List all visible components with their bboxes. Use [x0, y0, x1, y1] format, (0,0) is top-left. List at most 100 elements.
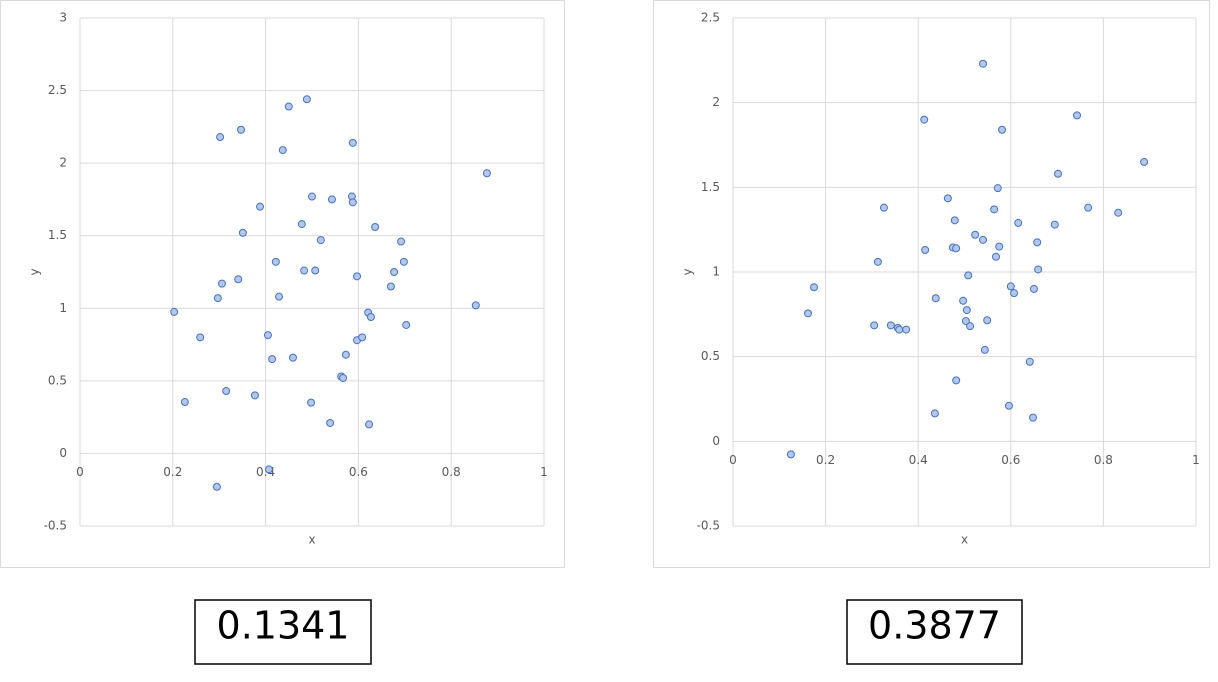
point — [991, 252, 1000, 261]
x-tick-label: 0.2 — [816, 453, 835, 467]
point — [1006, 282, 1015, 291]
y-tick-label: -0.5 — [44, 519, 67, 533]
chart-frame — [0, 0, 565, 568]
point — [263, 331, 272, 340]
x-tick-label: 0 — [76, 465, 84, 479]
point — [886, 321, 895, 330]
x-tick-label: 1 — [540, 465, 548, 479]
point — [1029, 284, 1038, 293]
point — [348, 138, 357, 147]
point — [943, 194, 952, 203]
point — [920, 115, 929, 124]
y-tick-label: 0.5 — [48, 373, 67, 387]
x-tick-label: 0.6 — [349, 465, 368, 479]
point — [959, 296, 968, 305]
point — [1084, 203, 1093, 212]
point — [311, 266, 320, 275]
point — [979, 235, 988, 244]
point — [316, 236, 325, 245]
x-tick-label: 0.8 — [1094, 453, 1113, 467]
point — [966, 322, 975, 331]
point — [952, 244, 961, 253]
point — [1034, 265, 1043, 274]
point — [339, 373, 348, 382]
point — [297, 220, 306, 229]
y-axis-title: y — [28, 268, 42, 275]
point — [1025, 357, 1034, 366]
point — [348, 198, 357, 207]
point — [326, 418, 335, 427]
point — [902, 325, 911, 334]
point — [879, 203, 888, 212]
point — [873, 257, 882, 266]
point — [238, 228, 247, 237]
x-tick-label: 0 — [729, 453, 737, 467]
y-tick-label: 2.5 — [701, 11, 720, 25]
x-tick-label: 0.8 — [442, 465, 461, 479]
point — [307, 398, 316, 407]
point — [371, 223, 380, 232]
point — [1004, 401, 1013, 410]
point — [980, 345, 989, 354]
point — [216, 133, 225, 142]
point — [990, 205, 999, 214]
point — [271, 257, 280, 266]
point — [964, 271, 973, 280]
point — [983, 316, 992, 325]
point — [399, 257, 408, 266]
y-tick-label: 0 — [712, 434, 720, 448]
point — [998, 125, 1007, 134]
point — [196, 333, 205, 342]
point — [212, 482, 221, 491]
point — [950, 216, 959, 225]
x-axis-title: x — [961, 533, 968, 547]
point — [180, 398, 189, 407]
point — [327, 195, 336, 204]
point — [786, 450, 795, 459]
x-tick-label: 0.4 — [256, 465, 275, 479]
point — [308, 192, 316, 201]
point — [264, 465, 273, 474]
y-tick-label: -0.5 — [697, 519, 720, 533]
point — [170, 307, 179, 316]
x-tick-label: 1 — [1192, 453, 1200, 467]
y-tick-label: 2 — [59, 156, 67, 170]
x-tick-label: 0.4 — [909, 453, 928, 467]
point — [482, 169, 491, 178]
point — [1014, 218, 1023, 227]
y-tick-label: 1.5 — [48, 228, 67, 242]
point — [222, 387, 231, 396]
point — [961, 317, 970, 326]
point — [275, 292, 284, 301]
y-tick-label: 0 — [59, 446, 67, 460]
annotation-box — [194, 599, 372, 665]
point — [895, 325, 904, 334]
point — [353, 272, 362, 281]
point — [268, 355, 277, 364]
point — [300, 266, 309, 275]
y-tick-label: 0.5 — [701, 349, 720, 363]
point — [341, 350, 350, 359]
point — [921, 245, 930, 254]
x-axis-title: x — [308, 533, 315, 547]
point — [471, 301, 480, 310]
x-tick-label: 0.2 — [163, 465, 182, 479]
point — [1054, 169, 1063, 178]
point — [810, 283, 819, 292]
x-tick-label: 0.6 — [1001, 453, 1020, 467]
point — [397, 237, 406, 246]
y-tick-label: 1 — [59, 301, 67, 315]
point — [1140, 157, 1149, 166]
point — [952, 376, 961, 385]
point — [870, 321, 879, 330]
point — [993, 184, 1002, 193]
point — [1033, 238, 1042, 247]
point — [971, 230, 980, 239]
point — [804, 309, 813, 318]
y-tick-label: 2.5 — [48, 83, 67, 97]
point — [1029, 413, 1038, 422]
point — [278, 146, 287, 155]
point — [930, 409, 939, 418]
point — [302, 95, 311, 104]
